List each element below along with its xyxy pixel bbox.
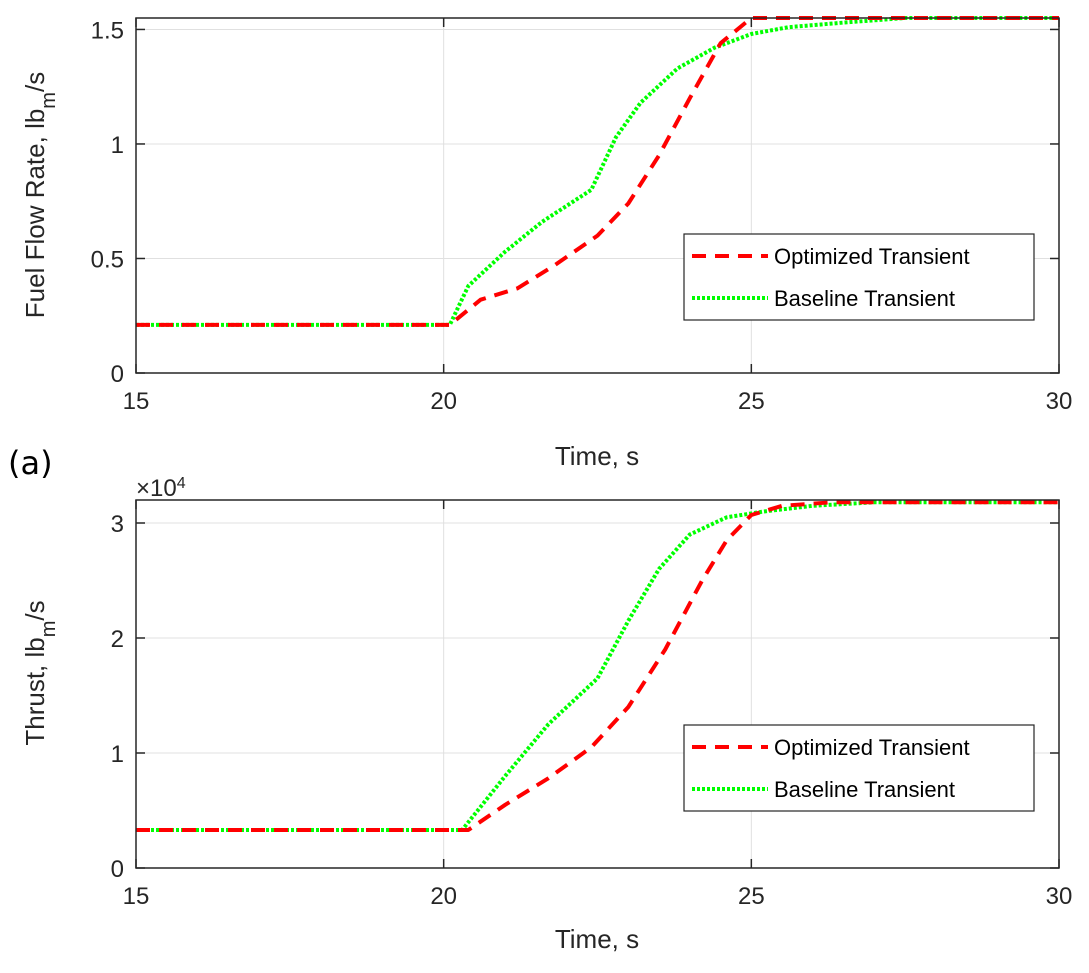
- axes-box: [135, 499, 1060, 869]
- series-line-baseline-transient: [136, 500, 1059, 832]
- legend: Optimized Transient Baseline Transient: [683, 233, 1035, 321]
- panel-label: (a): [8, 444, 53, 482]
- x-tick-label: 20: [430, 388, 457, 415]
- legend-label: Optimized Transient: [774, 244, 970, 269]
- y-axis-label-tail: /s: [20, 72, 50, 92]
- y-axis-label: Thrust, lbm/s: [20, 600, 60, 745]
- x-tick-label: 30: [1046, 388, 1073, 415]
- y-tick-label: 1: [111, 741, 124, 768]
- plot-area: [136, 500, 1059, 868]
- x-tick-label: 15: [123, 388, 150, 415]
- series-line-baseline-transient: [136, 16, 1059, 327]
- x-tick-label: 25: [738, 388, 765, 415]
- x-tick-label: 25: [738, 883, 765, 910]
- legend: Optimized Transient Baseline Transient: [683, 724, 1035, 812]
- legend-label: Optimized Transient: [774, 735, 970, 760]
- y-axis-label-subscript: m: [38, 621, 60, 638]
- y-axis-label: Fuel Flow Rate, lbm/s: [20, 72, 60, 318]
- legend-box: [683, 724, 1035, 812]
- y-tick-label: 3: [111, 511, 124, 538]
- y-tick-label: 1: [111, 132, 124, 159]
- legend-label: Baseline Transient: [774, 286, 955, 311]
- axes-box: [135, 17, 1060, 374]
- legend-label: Baseline Transient: [774, 777, 955, 802]
- multiplier-base: ×10: [136, 475, 177, 502]
- y-axis-label-tail: /s: [20, 600, 50, 620]
- thrust-chart: ×104 Thrust, lbm/s Time, s 15 20 25 30 0 1 2 3 O…: [20, 475, 1072, 955]
- multiplier-exponent: 4: [177, 475, 186, 492]
- x-tick-label: 15: [123, 883, 150, 910]
- y-tick-label: 2: [111, 626, 124, 653]
- legend-box: [683, 233, 1035, 321]
- series-line-optimized-transient: [136, 16, 1059, 327]
- y-tick-label: 0.5: [91, 246, 124, 273]
- y-tick-label: 0: [111, 856, 124, 883]
- y-tick-label: 0: [111, 361, 124, 388]
- y-axis-multiplier: ×104: [136, 475, 186, 503]
- y-axis-label-main: Fuel Flow Rate, lb: [20, 109, 50, 319]
- y-tick-label: 1.5: [91, 17, 124, 44]
- series-line-optimized-transient: [136, 500, 1059, 832]
- x-axis-label: Time, s: [555, 924, 639, 954]
- x-tick-label: 20: [430, 883, 457, 910]
- y-axis-label-subscript: m: [38, 92, 60, 109]
- y-axis-label-main: Thrust, lb: [20, 637, 50, 745]
- fuel-flow-chart: Fuel Flow Rate, lbm/s Time, s 15 20 25 30 0 0…: [20, 16, 1073, 471]
- x-axis-label: Time, s: [555, 441, 639, 471]
- x-tick-label: 30: [1046, 883, 1073, 910]
